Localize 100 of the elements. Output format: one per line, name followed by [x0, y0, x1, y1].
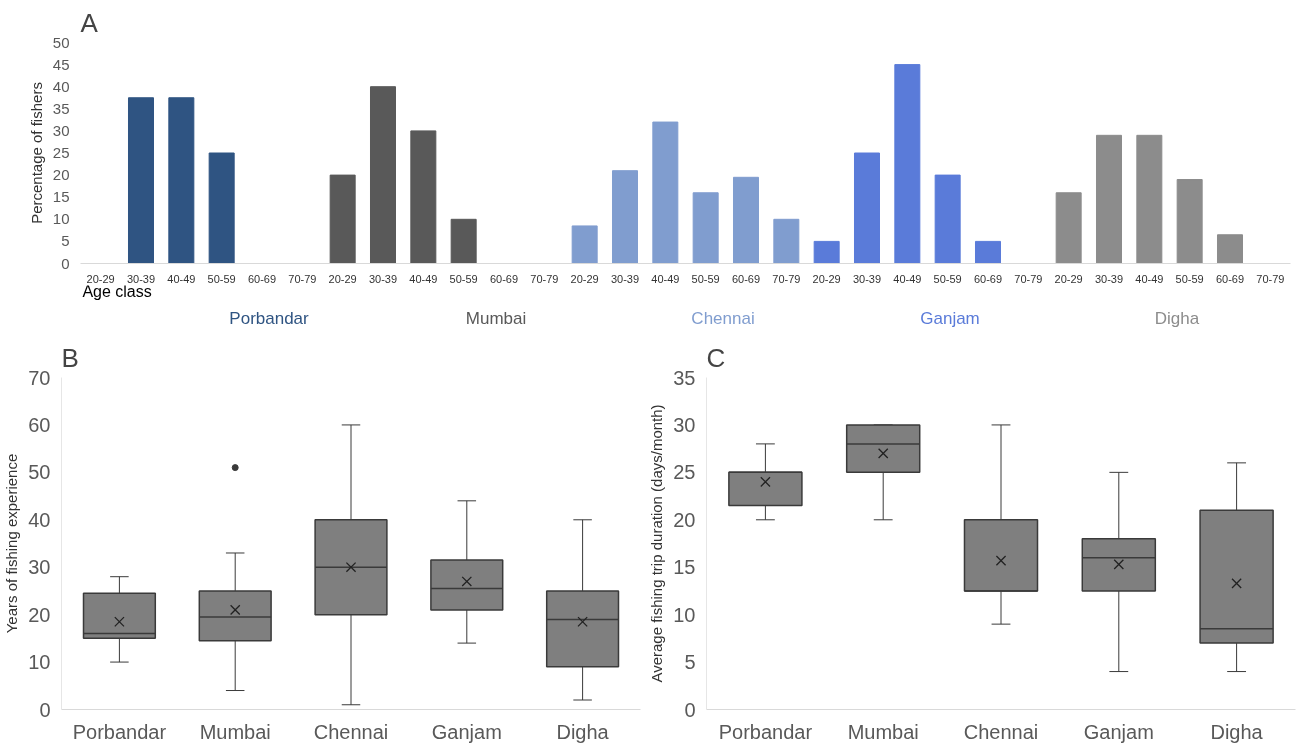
bar	[692, 192, 719, 264]
x-tick-label: Mumbai	[199, 720, 271, 743]
y-tick-label: 70	[28, 366, 51, 389]
x-tick-label: 50-59	[691, 272, 720, 285]
x-tick-label: 40-49	[167, 272, 196, 285]
y-tick-label: 5	[61, 232, 70, 250]
y-tick-label: 25	[52, 144, 70, 161]
x-tick-label: 20-29	[812, 272, 841, 285]
x-tick-label: 50-59	[449, 272, 478, 285]
y-tick-label: 35	[52, 99, 70, 117]
y-tick-label: 60	[28, 413, 51, 436]
x-tick-label: Digha	[1210, 720, 1264, 743]
y-tick-label: 5	[684, 651, 696, 674]
y-tick-label: 40	[52, 77, 70, 95]
y-tick-label: 40	[28, 508, 51, 531]
bar	[329, 174, 356, 264]
bar	[652, 121, 679, 264]
x-tick-label: 50-59	[1175, 272, 1204, 285]
x-tick-label: 30-39	[852, 272, 882, 285]
x-tick-label: 60-69	[489, 272, 519, 285]
bar	[168, 97, 195, 264]
y-tick-label: 30	[28, 556, 51, 579]
chart-title: A	[80, 7, 99, 38]
x-tick-label: 70-79	[288, 272, 317, 285]
x-tick-label: 70-79	[1014, 272, 1043, 285]
y-tick-label: 10	[673, 603, 696, 626]
x-tick-label: Mumbai	[847, 720, 919, 743]
bar	[370, 86, 396, 264]
x-tick-label: Digha	[556, 720, 610, 743]
bar	[854, 152, 880, 264]
bar	[1176, 179, 1203, 264]
x-tick-label: Chennai	[963, 720, 1039, 743]
x-tick-label: Ganjam	[1083, 720, 1154, 743]
y-tick-label: 35	[673, 366, 696, 389]
y-tick-label: 15	[52, 188, 70, 206]
bar	[128, 97, 154, 264]
bar	[894, 64, 921, 264]
x-tick-label: 40-49	[893, 272, 922, 285]
text: Ganjam	[920, 308, 980, 328]
y-axis-title: Percentage of fishers	[27, 82, 45, 224]
x-tick-label: 60-69	[731, 272, 761, 285]
text: Digha	[1154, 308, 1200, 328]
x-tick-label: 60-69	[247, 272, 277, 285]
text: Chennai	[691, 308, 755, 328]
text: Porbandar	[229, 308, 310, 328]
x-tick-label: Ganjam	[431, 720, 502, 743]
x-tick-label: 70-79	[772, 272, 801, 285]
y-tick-label: 50	[52, 33, 70, 51]
chart-title: C	[706, 342, 726, 373]
y-tick-label: 0	[684, 698, 696, 721]
x-tick-label: 60-69	[1215, 272, 1245, 285]
y-tick-label: 10	[28, 651, 51, 674]
bar	[450, 218, 477, 264]
bar	[934, 174, 961, 264]
y-axis-title: Average fishing trip duration (days/month)	[648, 404, 666, 683]
x-tick-label: 50-59	[933, 272, 962, 285]
x-tick-label: Porbandar	[718, 720, 813, 743]
text: Mumbai	[465, 308, 527, 328]
bar	[1055, 192, 1082, 264]
x-tick-label: 40-49	[1135, 272, 1164, 285]
y-tick-label: 50	[28, 461, 51, 484]
x-tick-label: 20-29	[570, 272, 599, 285]
y-tick-label: 0	[39, 698, 51, 721]
y-axis-title: Years of fishing experience	[3, 453, 21, 634]
bar	[773, 218, 800, 264]
x-tick-label: 50-59	[207, 272, 236, 285]
y-tick-label: 30	[52, 121, 70, 139]
bar	[612, 170, 638, 264]
bar	[571, 225, 598, 264]
bar	[410, 130, 437, 264]
y-tick-label: 25	[673, 461, 696, 484]
x-tick-label: 20-29	[1054, 272, 1083, 285]
chart-title: B	[61, 342, 79, 373]
x-tick-label: 30-39	[610, 272, 640, 285]
x-tick-label: 30-39	[1094, 272, 1124, 285]
x-tick-label: 70-79	[530, 272, 559, 285]
x-tick-label: 30-39	[368, 272, 398, 285]
x-tick-label: 40-49	[409, 272, 438, 285]
bar	[975, 240, 1001, 264]
bar	[1136, 134, 1163, 264]
y-tick-label: 20	[28, 603, 51, 626]
x-tick-label: 30-39	[126, 272, 156, 285]
bar	[1217, 234, 1243, 264]
x-tick-label: 20-29	[86, 272, 115, 285]
x-tick-label: Porbandar	[72, 720, 167, 743]
bar	[733, 176, 759, 264]
y-tick-label: 20	[673, 508, 696, 531]
y-tick-label: 0	[61, 254, 70, 272]
y-tick-label: 30	[673, 413, 696, 436]
bar	[813, 240, 840, 264]
x-tick-label: 20-29	[328, 272, 357, 285]
y-tick-label: 10	[52, 210, 70, 228]
x-tick-label: 40-49	[651, 272, 680, 285]
y-tick-label: 15	[673, 556, 696, 579]
y-tick-label: 20	[52, 166, 70, 184]
x-axis-title: Age class	[82, 283, 152, 300]
x-tick-label: 60-69	[973, 272, 1003, 285]
x-tick-label: Chennai	[313, 720, 389, 743]
bar	[208, 152, 235, 264]
bar	[1096, 134, 1122, 264]
